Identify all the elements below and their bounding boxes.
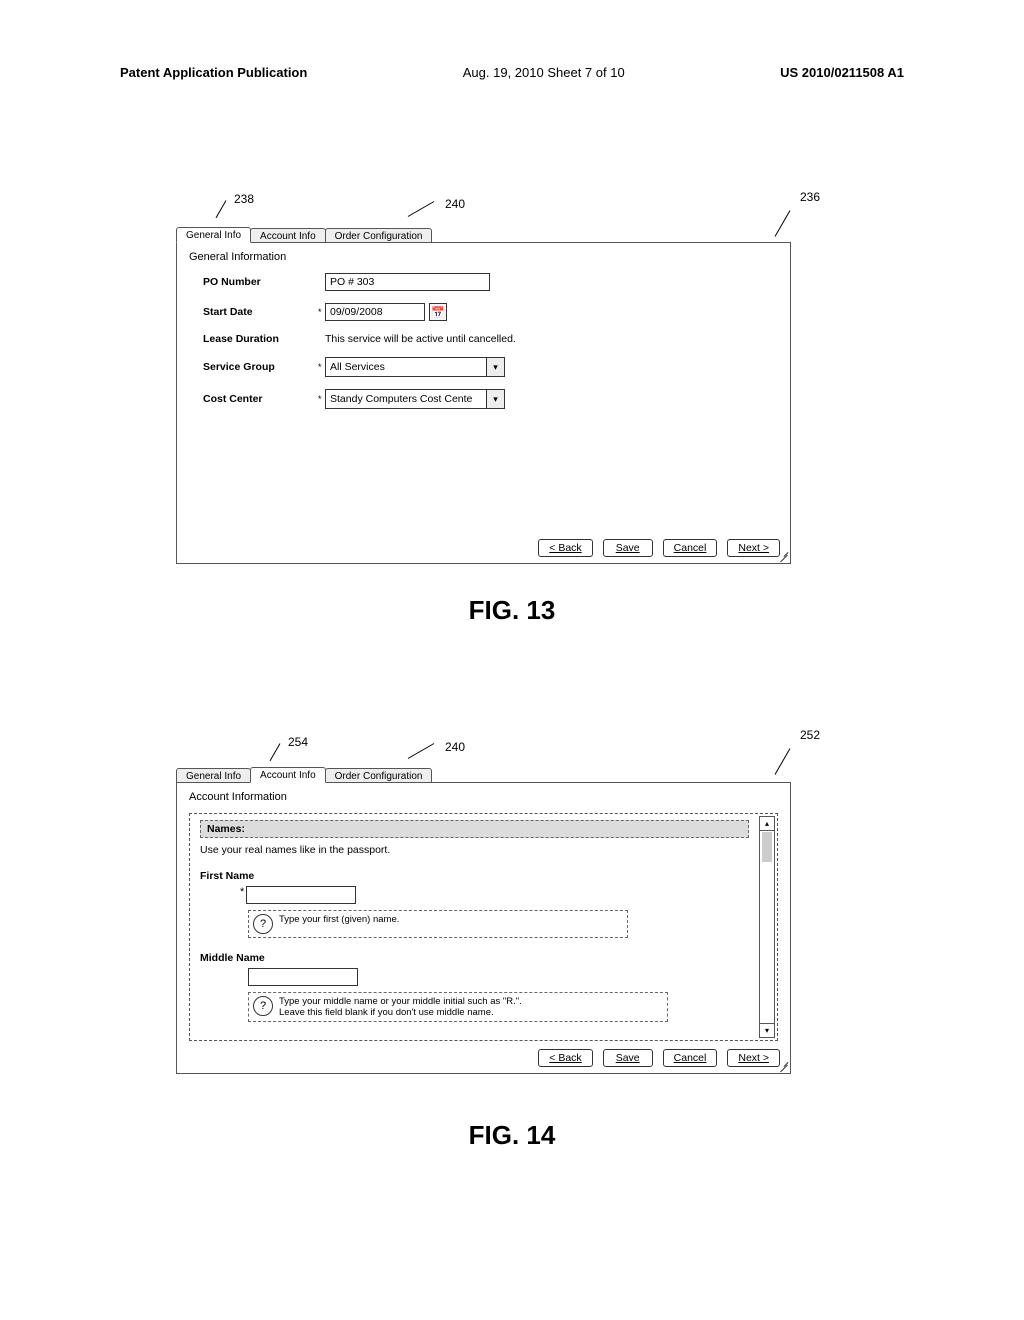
next-button[interactable]: Next > — [727, 539, 780, 557]
row-service-group: Service Group * All Services ▾ — [203, 357, 778, 377]
label-middle-name: Middle Name — [200, 952, 749, 964]
page: Patent Application Publication Aug. 19, … — [0, 0, 1024, 1320]
header-center: Aug. 19, 2010 Sheet 7 of 10 — [463, 65, 625, 80]
ref-254: 254 — [288, 735, 308, 749]
req-marker: * — [318, 307, 325, 317]
scroll-down-icon[interactable]: ▾ — [760, 1023, 774, 1037]
names-hint: Use your real names like in the passport… — [200, 844, 749, 856]
save-button[interactable]: Save — [603, 1049, 653, 1067]
figure-13-caption: FIG. 13 — [0, 595, 1024, 626]
middle-name-input[interactable] — [248, 968, 358, 986]
row-start-date: Start Date * 📅 — [203, 303, 778, 321]
chevron-down-icon: ▾ — [486, 390, 504, 408]
help-icon — [253, 914, 273, 934]
label-start-date: Start Date — [203, 306, 318, 318]
help-icon — [253, 996, 273, 1016]
tab-general-info[interactable]: General Info — [176, 768, 251, 783]
first-name-tip-text: Type your first (given) name. — [279, 914, 399, 925]
req-marker: * — [318, 394, 325, 404]
fig14-window: General Info Account Info Order Configur… — [176, 765, 791, 1075]
lead-240 — [408, 201, 434, 217]
section-account-information: Account Information — [189, 791, 778, 803]
ref-240b: 240 — [445, 740, 465, 754]
start-date-input[interactable] — [325, 303, 425, 321]
back-button[interactable]: < Back — [538, 539, 592, 557]
middle-name-tip-text: Type your middle name or your middle ini… — [279, 996, 522, 1018]
lead-254 — [270, 743, 281, 761]
scrollbar[interactable]: ▴ ▾ — [759, 816, 775, 1038]
middle-name-tip: Type your middle name or your middle ini… — [248, 992, 668, 1022]
ref-236: 236 — [800, 190, 820, 204]
calendar-icon[interactable]: 📅 — [429, 303, 447, 321]
lead-238 — [216, 200, 227, 218]
first-name-block: First Name * Type your first (given) nam… — [200, 870, 749, 938]
tab-order-configuration[interactable]: Order Configuration — [325, 768, 433, 783]
ref-238: 238 — [234, 192, 254, 206]
middle-name-block: Middle Name Type your middle name or you… — [200, 952, 749, 1022]
label-lease-duration: Lease Duration — [203, 333, 318, 345]
scroll-up-icon[interactable]: ▴ — [760, 817, 774, 831]
cancel-button[interactable]: Cancel — [663, 539, 718, 557]
save-button[interactable]: Save — [603, 539, 653, 557]
service-group-value: All Services — [330, 361, 385, 373]
resize-grip-icon[interactable] — [776, 1059, 788, 1071]
header-left: Patent Application Publication — [120, 65, 307, 80]
ref-240: 240 — [445, 197, 465, 211]
label-cost-center: Cost Center — [203, 393, 318, 405]
tab-general-info[interactable]: General Info — [176, 227, 251, 243]
label-po-number: PO Number — [203, 276, 318, 288]
fig14-panel: Account Information Names: Use your real… — [176, 782, 791, 1074]
tab-account-info[interactable]: Account Info — [250, 767, 326, 783]
back-button[interactable]: < Back — [538, 1049, 592, 1067]
ref-252: 252 — [800, 728, 820, 742]
chevron-down-icon: ▾ — [486, 358, 504, 376]
cancel-button[interactable]: Cancel — [663, 1049, 718, 1067]
tab-account-info[interactable]: Account Info — [250, 228, 326, 243]
po-number-input[interactable] — [325, 273, 490, 291]
row-lease-duration: Lease Duration This service will be acti… — [203, 333, 778, 345]
first-name-tip: Type your first (given) name. — [248, 910, 628, 938]
section-general-information: General Information — [189, 251, 778, 263]
fig14-button-row: < Back Save Cancel Next > — [538, 1049, 780, 1067]
names-header: Names: — [200, 820, 749, 838]
fig13-button-row: < Back Save Cancel Next > — [538, 539, 780, 557]
fig13-window: General Info Account Info Order Configur… — [176, 225, 791, 565]
row-cost-center: Cost Center * Standy Computers Cost Cent… — [203, 389, 778, 409]
scroll-thumb[interactable] — [762, 832, 772, 862]
fig14-tabs: General Info Account Info Order Configur… — [176, 765, 791, 783]
label-first-name: First Name — [200, 870, 749, 882]
fig13-panel: General Information PO Number Start Date… — [176, 242, 791, 564]
service-group-select[interactable]: All Services ▾ — [325, 357, 505, 377]
page-header: Patent Application Publication Aug. 19, … — [120, 65, 904, 80]
tab-order-configuration[interactable]: Order Configuration — [325, 228, 433, 243]
req-marker: * — [240, 886, 244, 898]
req-marker: * — [318, 362, 325, 372]
next-button[interactable]: Next > — [727, 1049, 780, 1067]
fig13-tabs: General Info Account Info Order Configur… — [176, 225, 791, 243]
lease-duration-text: This service will be active until cancel… — [325, 333, 516, 345]
account-scroll-area: Names: Use your real names like in the p… — [189, 813, 778, 1041]
cost-center-select[interactable]: Standy Computers Cost Cente ▾ — [325, 389, 505, 409]
cost-center-value: Standy Computers Cost Cente — [330, 393, 472, 405]
header-right: US 2010/0211508 A1 — [780, 65, 904, 80]
row-po-number: PO Number — [203, 273, 778, 291]
resize-grip-icon[interactable] — [776, 549, 788, 561]
lead-240b — [408, 743, 434, 759]
figure-14-caption: FIG. 14 — [0, 1120, 1024, 1151]
first-name-input[interactable] — [246, 886, 356, 904]
label-service-group: Service Group — [203, 361, 318, 373]
